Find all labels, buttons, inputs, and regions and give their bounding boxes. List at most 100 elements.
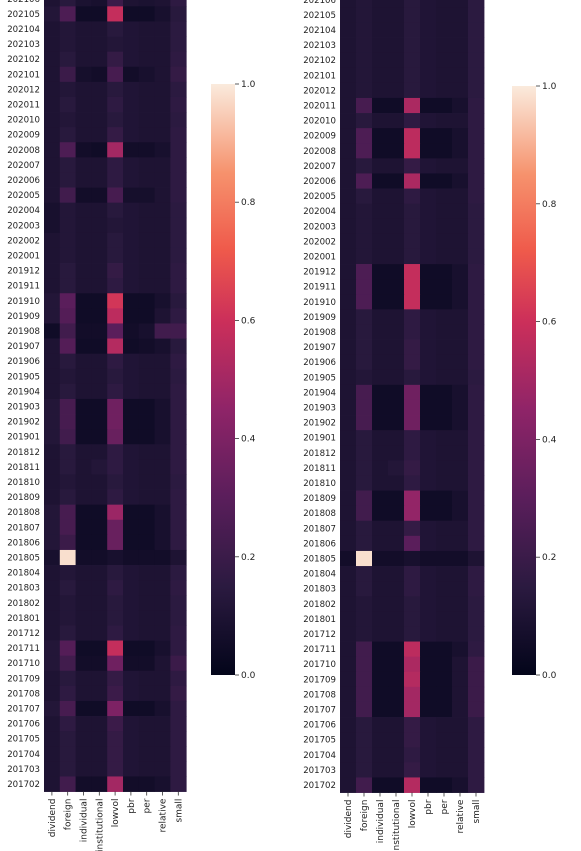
heatmap-cell xyxy=(91,731,108,747)
heatmap-cell xyxy=(404,596,421,612)
heatmap-cell xyxy=(404,143,421,159)
heatmap-cell xyxy=(404,535,421,552)
heatmap-cell xyxy=(420,128,437,144)
y-tick-label: 201709 xyxy=(7,674,40,684)
heatmap-cell xyxy=(170,580,187,596)
y-tick-label: 201806 xyxy=(303,539,336,549)
heatmap-cell xyxy=(75,776,92,792)
heatmap-cell xyxy=(452,37,469,54)
y-tick-label: 201812 xyxy=(7,448,40,458)
heatmap-cell xyxy=(372,218,389,235)
heatmap-cell xyxy=(468,490,485,507)
heatmap-cell xyxy=(75,640,92,657)
heatmap-cell xyxy=(170,278,187,294)
heatmap-cell xyxy=(138,51,155,68)
y-tick-label: 201906 xyxy=(303,358,336,368)
y-tick-label: 202003 xyxy=(7,221,40,231)
colorbar-tick-label: 0.0 xyxy=(241,671,256,681)
heatmap-cell xyxy=(91,670,108,687)
heatmap-cell xyxy=(75,489,92,506)
heatmap-cell xyxy=(59,670,76,687)
heatmap-cell xyxy=(170,96,187,113)
heatmap-cell xyxy=(404,566,421,582)
heatmap-cell xyxy=(356,686,373,703)
heatmap-cell xyxy=(420,747,437,763)
heatmap-cell xyxy=(388,173,405,189)
heatmap-cell xyxy=(356,399,373,416)
heatmap-cell xyxy=(44,580,61,596)
heatmap-cell xyxy=(123,595,140,611)
heatmap-cell xyxy=(388,0,405,8)
heatmap-cell xyxy=(44,217,61,234)
heatmap-cell xyxy=(75,610,92,626)
heatmap-cell xyxy=(436,701,453,718)
heatmap-cell xyxy=(436,97,453,114)
heatmap-cell xyxy=(404,505,421,522)
heatmap-cell xyxy=(404,732,421,748)
heatmap-cell xyxy=(372,445,389,461)
heatmap-cell xyxy=(468,97,485,114)
y-tick-label: 201906 xyxy=(7,357,40,367)
heatmap-cell xyxy=(44,202,61,219)
heatmap-cell xyxy=(340,218,357,235)
heatmap-cell xyxy=(372,460,389,476)
heatmap-cell xyxy=(468,717,485,733)
colorbar xyxy=(512,86,536,675)
heatmap-cell xyxy=(154,414,171,430)
heatmap-cell xyxy=(59,66,76,83)
heatmap-cell xyxy=(436,641,453,658)
heatmap-cell xyxy=(91,293,108,309)
heatmap-cell xyxy=(44,398,61,415)
heatmap-cell xyxy=(372,490,389,507)
heatmap-cell xyxy=(44,565,61,581)
heatmap-cell xyxy=(468,128,485,144)
heatmap-cell xyxy=(138,474,155,490)
heatmap-cell xyxy=(170,36,187,53)
heatmap-cell xyxy=(44,96,61,113)
heatmap-cell xyxy=(138,670,155,687)
heatmap-cell xyxy=(59,459,76,475)
heatmap-cell xyxy=(340,686,357,703)
heatmap-cell xyxy=(107,232,124,249)
heatmap-cell xyxy=(372,203,389,220)
colorbar-tick-label: 1.0 xyxy=(542,82,557,92)
heatmap-cell xyxy=(154,278,171,294)
heatmap-cell xyxy=(107,0,124,7)
heatmap-cell xyxy=(420,626,437,642)
heatmap-cell xyxy=(107,670,124,687)
heatmap-cell xyxy=(436,309,453,325)
heatmap-cell xyxy=(91,700,108,717)
heatmap-cell xyxy=(138,157,155,173)
heatmap-cell xyxy=(138,640,155,657)
heatmap-cell xyxy=(154,489,171,506)
heatmap-cell xyxy=(154,96,171,113)
heatmap-cell xyxy=(452,535,469,552)
heatmap-cell xyxy=(138,625,155,641)
heatmap-cell xyxy=(75,142,92,158)
heatmap-cell xyxy=(404,339,421,356)
heatmap-cell xyxy=(75,127,92,143)
heatmap-cell xyxy=(356,747,373,763)
heatmap-cell xyxy=(138,232,155,249)
heatmap-cell xyxy=(468,445,485,461)
heatmap-cell xyxy=(388,656,405,673)
y-tick-label: 202002 xyxy=(7,236,40,246)
heatmap-cell xyxy=(388,37,405,54)
heatmap-cell xyxy=(356,0,373,8)
heatmap-cells xyxy=(44,0,187,792)
heatmap-cell xyxy=(91,565,108,581)
heatmap-cell xyxy=(75,383,92,400)
heatmap-cell xyxy=(154,534,171,551)
heatmap-cell xyxy=(107,761,124,777)
heatmap-cell xyxy=(107,36,124,53)
heatmap-cell xyxy=(59,610,76,626)
heatmap-cell xyxy=(340,415,357,431)
heatmap-cell xyxy=(138,549,155,566)
heatmap-cell xyxy=(356,143,373,159)
heatmap-cell xyxy=(468,747,485,763)
heatmap-cell xyxy=(91,474,108,490)
heatmap-cell xyxy=(170,353,187,370)
heatmap-cell xyxy=(107,746,124,762)
y-tick-label: 201710 xyxy=(7,659,40,669)
heatmap-cell xyxy=(420,7,437,23)
